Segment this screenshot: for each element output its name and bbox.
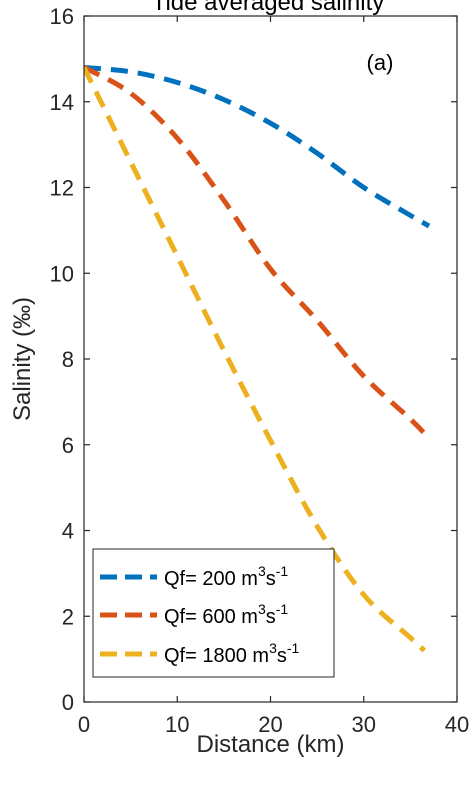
y-tick-label: 10 (50, 261, 74, 286)
series-line-3 (84, 66, 427, 653)
chart-text: Distance (km) Salinity (‰) Tide averaged s… (9, 0, 393, 758)
legend-label-3: Qf= 1800 m3s-1 (164, 640, 300, 667)
legend-label-2: Qf= 600 m3s-1 (164, 601, 288, 628)
chart-title: Tide averaged salinity (152, 0, 385, 16)
axes: 0 10 20 30 40 0 2 4 6 8 10 12 14 16 (50, 4, 470, 737)
y-tick-label: 8 (62, 347, 74, 372)
x-tick-label: 30 (352, 712, 376, 737)
x-axis-title: Distance (km) (196, 731, 344, 758)
series-line-1 (84, 64, 431, 229)
y-tick-label: 6 (62, 433, 74, 458)
series-lines (84, 64, 431, 653)
y-axis-title: Salinity (‰) (9, 297, 36, 421)
x-tick-label: 0 (78, 712, 90, 737)
legend-label-1: Qf= 200 m3s-1 (164, 563, 288, 590)
y-tick-label: 16 (50, 4, 74, 29)
x-tick-label: 40 (445, 712, 469, 737)
y-tick-label: 12 (50, 176, 74, 201)
plot-area (84, 64, 431, 653)
y-tick-label: 14 (50, 90, 74, 115)
x-tick-label: 10 (165, 712, 189, 737)
y-tick-label: 4 (62, 519, 74, 544)
series-line-2 (84, 65, 431, 441)
legend: Qf= 200 m3s-1 Qf= 600 m3s-1 Qf= 1800 m3s-1 (92, 548, 335, 678)
x-tick-label: 20 (258, 712, 282, 737)
y-tick-label: 2 (62, 604, 74, 629)
panel-label: (a) (367, 50, 394, 75)
y-tick-label: 0 (62, 690, 74, 715)
